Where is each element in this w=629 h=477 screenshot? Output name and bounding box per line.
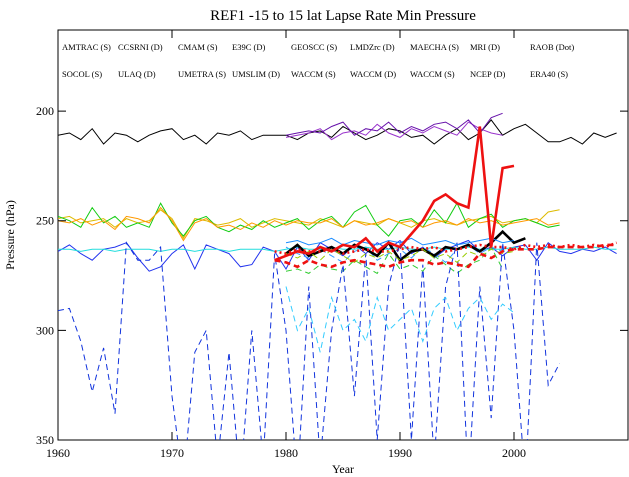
- series-line: [58, 206, 560, 242]
- legend-entry: MAECHA (S): [410, 42, 459, 52]
- legend-entry: UMSLIM (D): [232, 69, 280, 79]
- y-tick-label: 200: [36, 104, 54, 118]
- x-tick-label: 1960: [46, 446, 70, 460]
- series-line: [274, 126, 515, 262]
- series-line: [285, 237, 515, 246]
- y-tick-label: 300: [36, 323, 54, 337]
- plot-lines: [58, 112, 618, 440]
- series-line: [58, 202, 560, 237]
- x-axis-label: Year: [332, 462, 354, 476]
- chart-title: REF1 -15 to 15 lat Lapse Rate Min Pressu…: [210, 8, 476, 24]
- x-tick-label: 2000: [502, 446, 526, 460]
- legend-entry: UMETRA (S): [178, 69, 226, 79]
- series-line: [285, 286, 515, 353]
- legend-entry: NCEP (D): [470, 69, 506, 79]
- x-tick-label: 1970: [160, 446, 184, 460]
- legend-entry: AMTRAC (S): [62, 42, 111, 52]
- plot-frame: [57, 29, 629, 441]
- series-line: [285, 248, 515, 264]
- legend-entry: CMAM (S): [178, 42, 218, 52]
- legend-entry: SOCOL (S): [62, 69, 102, 79]
- legend-entry: ERA40 (S): [530, 69, 568, 79]
- x-tick-label: 1980: [274, 446, 298, 460]
- legend-entry: WACCM (D): [350, 69, 396, 79]
- legend-entry: WACCM (S): [410, 69, 455, 79]
- legend-entry: CCSRNI (D): [118, 42, 163, 52]
- legend-entry: E39C (D): [232, 42, 265, 52]
- series-line: [274, 243, 617, 269]
- x-tick-label: 1990: [388, 446, 412, 460]
- series-line: [58, 209, 560, 240]
- legend-entry: WACCM (S): [291, 69, 336, 79]
- legend-entry: LMDZrc (D): [350, 42, 395, 52]
- y-tick-label: 350: [36, 433, 54, 447]
- series-line: [58, 119, 617, 145]
- legend-entry: ULAQ (D): [118, 69, 156, 79]
- series-line: [58, 241, 561, 440]
- y-tick-label: 250: [36, 214, 54, 228]
- legend-entry: MRI (D): [470, 42, 500, 52]
- series-line: [58, 239, 617, 272]
- legend-entry: RAOB (Dot): [530, 42, 574, 52]
- series-line: [285, 112, 503, 136]
- legend-entry: GEOSCC (S): [291, 42, 337, 52]
- y-axis-label: Pressure (hPa): [3, 200, 17, 270]
- series-line: [285, 121, 503, 141]
